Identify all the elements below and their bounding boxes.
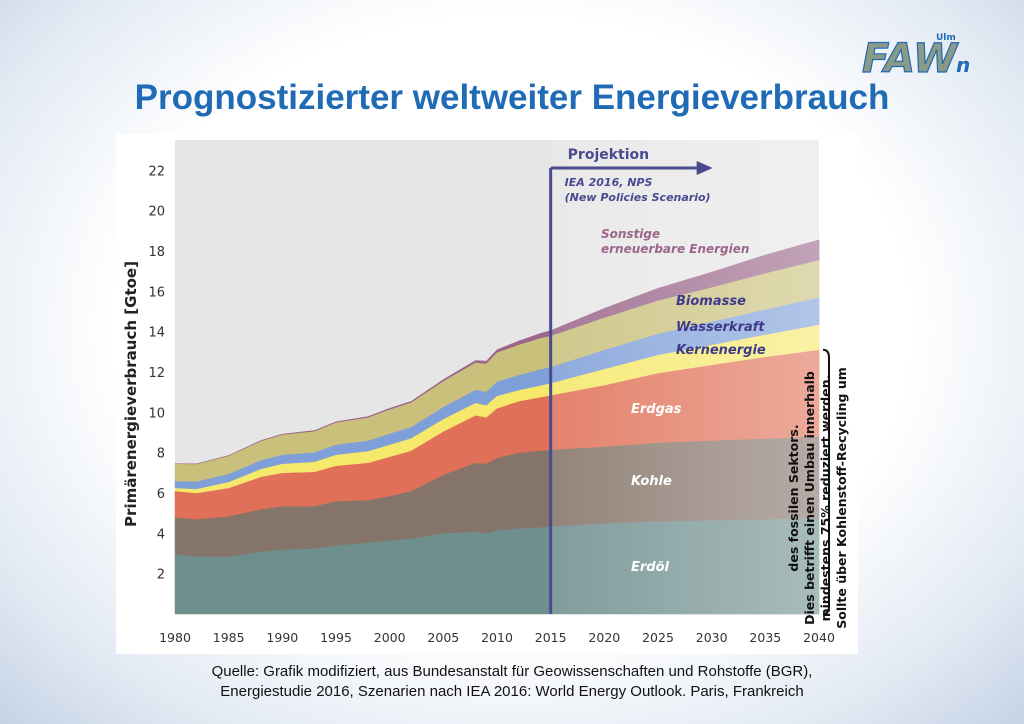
- x-axis-ticks: 1980 1985 1990 1995 2000 2005 2010 2015 2020 2025…: [159, 630, 835, 645]
- y-tick-label: 20: [148, 205, 165, 220]
- x-tick-label: 2000: [374, 630, 406, 645]
- x-tick-label: 2025: [642, 630, 674, 645]
- annotation-line-1: Sollte über Kohlenstoff-Recycling um: [834, 367, 849, 629]
- y-tick-label: 4: [157, 527, 165, 542]
- fossil-bracket: [822, 348, 830, 615]
- x-tick-label: 1985: [213, 630, 245, 645]
- series-label-sonstige-1: Sonstige: [601, 227, 660, 241]
- logo-text: FAW: [862, 36, 959, 78]
- x-tick-label: 2020: [588, 630, 620, 645]
- source-note: Quelle: Grafik modifiziert, aus Bundesan…: [0, 662, 1024, 702]
- y-tick-label: 10: [148, 406, 165, 421]
- fossil-annotation: Sollte über Kohlenstoff-Recycling um min…: [786, 367, 849, 629]
- x-tick-label: 1980: [159, 630, 191, 645]
- projection-arrowhead: [696, 161, 713, 175]
- annotation-line-3: Dies betrifft einen Umbau innerhalb: [802, 371, 817, 625]
- x-tick-label: 2030: [696, 630, 728, 645]
- logo-superscript: Ulm: [936, 33, 956, 43]
- source-line-1: Quelle: Grafik modifiziert, aus Bundesan…: [211, 663, 813, 680]
- y-axis-ticks: 2 4 6 8 10 12 14 16 18 20 22: [148, 164, 165, 582]
- series-label-kohle: Kohle: [631, 474, 672, 489]
- x-tick-label: 2035: [749, 630, 781, 645]
- series-label-erdoel: Erdöl: [631, 560, 670, 575]
- page-title: Prognostizierter weltweiter Energieverbr…: [134, 78, 890, 117]
- projection-label: Projektion: [568, 147, 649, 163]
- series-label-wasserkraft: Wasserkraft: [676, 320, 765, 335]
- series-label-kernenergie: Kernenergie: [676, 343, 766, 358]
- x-tick-label: 2015: [535, 630, 567, 645]
- projection-marker: Projektion IEA 2016, NPS (New Policies S…: [549, 147, 713, 614]
- y-tick-label: 14: [148, 326, 165, 341]
- y-tick-label: 8: [157, 447, 165, 462]
- y-tick-label: 16: [148, 285, 165, 300]
- y-tick-label: 6: [157, 487, 165, 502]
- x-tick-label: 2010: [481, 630, 513, 645]
- logo-suffix: n: [956, 53, 970, 77]
- x-tick-label: 1990: [266, 630, 298, 645]
- series-label-biomasse: Biomasse: [676, 294, 746, 309]
- x-tick-label: 2040: [803, 630, 835, 645]
- series-label-erdgas: Erdgas: [631, 402, 682, 417]
- energy-chart: 2 4 6 8 10 12 14 16 18 20 22 1980 1985 1990 1995 2000 2…: [122, 140, 849, 645]
- chart-panel: 2 4 6 8 10 12 14 16 18 20 22 1980 1985 1990 1995 2000 2…: [116, 134, 858, 654]
- scenario-sublabel: (New Policies Scenario): [565, 191, 711, 204]
- annotation-line-2: mindestens 75% reduziert werden.: [818, 375, 833, 622]
- x-tick-label: 1995: [320, 630, 352, 645]
- y-tick-label: 22: [148, 164, 165, 179]
- projection-fade: [550, 140, 819, 614]
- scenario-label: IEA 2016, NPS: [565, 176, 653, 189]
- annotation-line-4: des fossilen Sektors.: [786, 424, 801, 571]
- x-tick-label: 2005: [427, 630, 459, 645]
- faw-logo: Ulm FAW n: [861, 33, 970, 78]
- projection-overlay: [550, 140, 819, 614]
- y-tick-label: 18: [148, 245, 165, 260]
- y-axis-label: Primärenergieverbrauch [Gtoe]: [122, 261, 140, 527]
- y-tick-label: 2: [157, 568, 165, 583]
- source-line-2: Energiestudie 2016, Szenarien nach IEA 2…: [220, 683, 804, 700]
- y-tick-label: 12: [148, 366, 165, 381]
- series-label-sonstige-2: erneuerbare Energien: [601, 242, 749, 256]
